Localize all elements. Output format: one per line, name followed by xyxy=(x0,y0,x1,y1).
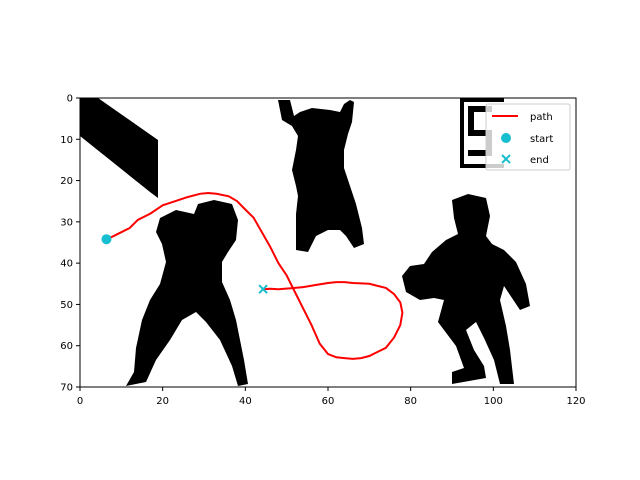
y-tick-label: 40 xyxy=(60,259,73,270)
box-letter-a xyxy=(468,106,492,112)
x-tick-label: 20 xyxy=(156,396,169,407)
box-letter-c xyxy=(468,130,492,136)
path-series-line xyxy=(106,191,404,360)
start-marker xyxy=(101,234,112,245)
x-tick-label: 120 xyxy=(566,396,585,407)
end-marker xyxy=(258,284,268,294)
diagonal-bar-shape xyxy=(80,98,158,198)
legend: path start end xyxy=(485,103,571,171)
background-image xyxy=(80,98,530,386)
legend-start-label: start xyxy=(530,134,553,145)
box-letter-b xyxy=(468,112,474,134)
y-tick-label: 0 xyxy=(67,94,73,105)
figure-top-center xyxy=(278,100,364,252)
x-axis: 0 20 40 60 80 100 120 xyxy=(77,387,586,407)
figure-left-middle xyxy=(126,200,248,386)
legend-box xyxy=(485,103,571,171)
x-tick-label: 40 xyxy=(239,396,252,407)
y-tick-label: 10 xyxy=(60,135,73,146)
x-tick-label: 0 xyxy=(77,396,83,407)
box-top xyxy=(460,98,504,102)
y-tick-label: 50 xyxy=(60,300,73,311)
legend-end-label: end xyxy=(530,155,549,166)
figure-right xyxy=(402,194,530,384)
x-tick-label: 100 xyxy=(484,396,503,407)
y-tick-label: 60 xyxy=(60,341,73,352)
y-tick-label: 20 xyxy=(60,176,73,187)
box-bottom xyxy=(460,164,504,168)
y-tick-label: 70 xyxy=(60,383,73,394)
box-letter-e xyxy=(468,150,492,156)
x-tick-label: 60 xyxy=(322,396,335,407)
legend-path-label: path xyxy=(530,112,553,123)
y-tick-label: 30 xyxy=(60,217,73,228)
box-left xyxy=(460,98,464,168)
legend-end-swatch xyxy=(501,154,511,164)
legend-start-swatch xyxy=(501,133,511,143)
y-axis: 0 10 20 30 40 50 60 70 xyxy=(60,94,80,394)
x-tick-label: 80 xyxy=(404,396,417,407)
